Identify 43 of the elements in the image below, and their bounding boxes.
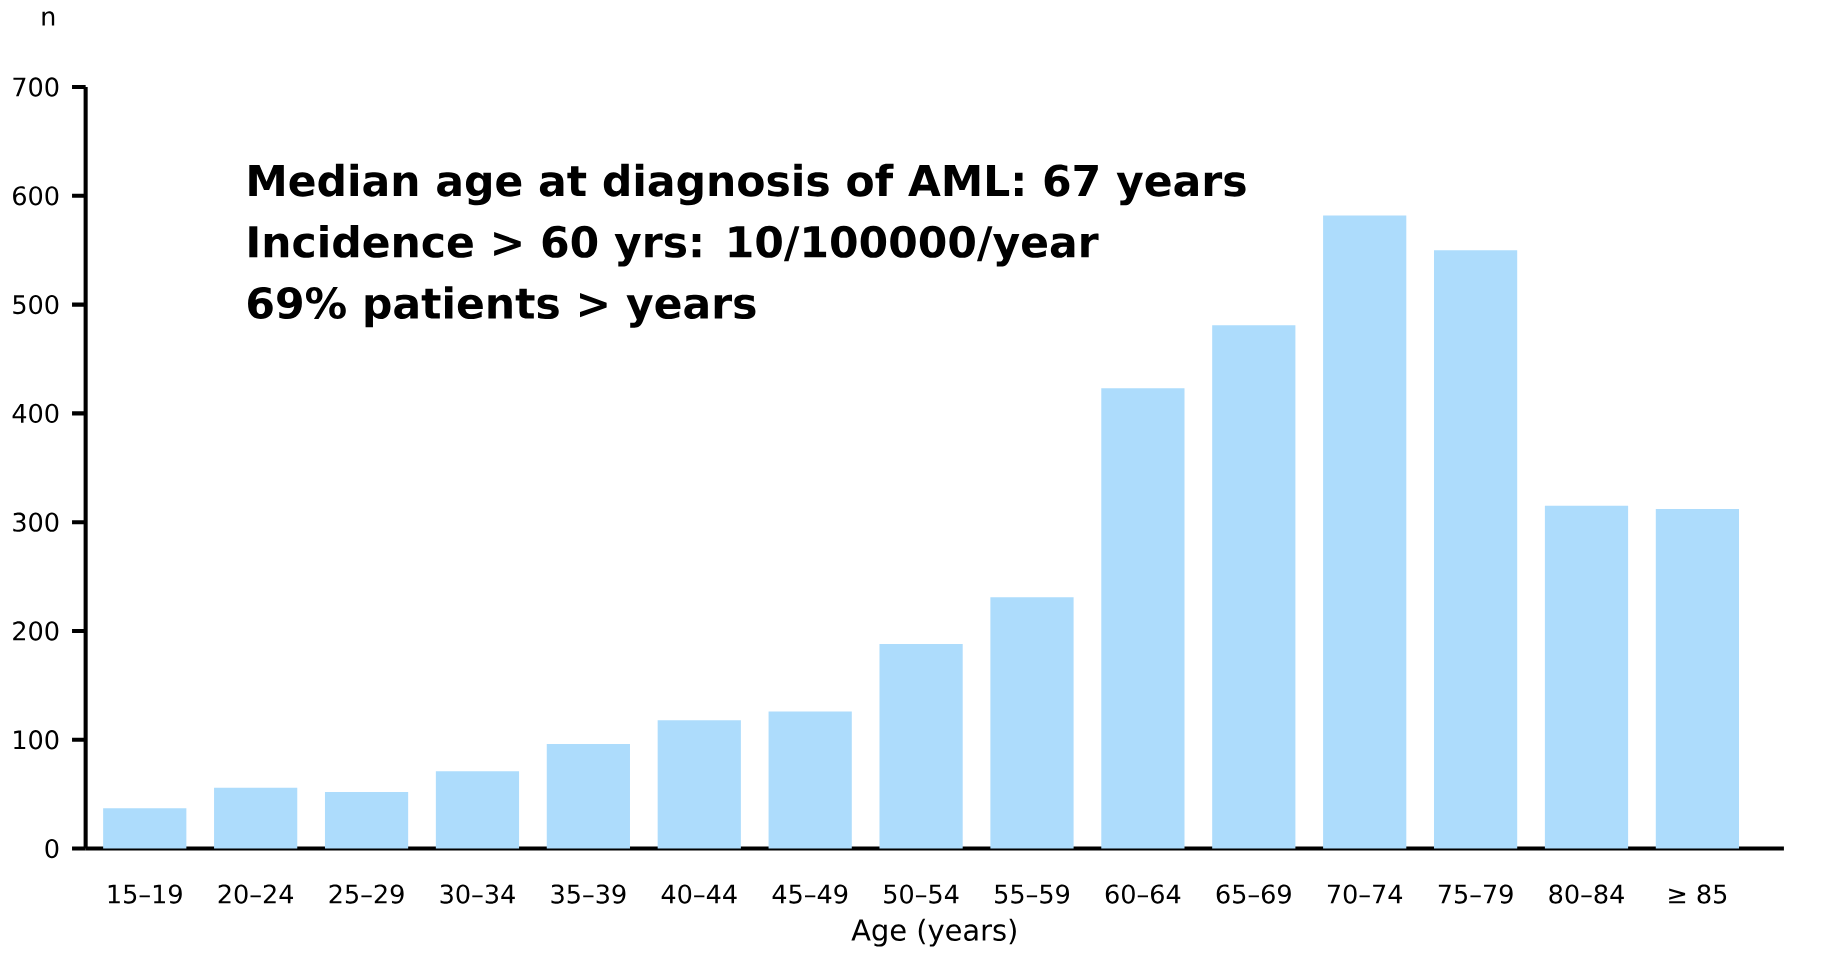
- y-tick-label: 400: [12, 403, 59, 424]
- y-tick-label: 700: [13, 77, 59, 97]
- x-tick-label: 75–79: [1438, 884, 1513, 904]
- y-tick-label: 100: [14, 730, 59, 750]
- bar: [657, 720, 741, 849]
- annotation: Incidence > 60 yrs: 10/100000/year: [249, 224, 1099, 267]
- bar: [879, 644, 963, 849]
- x-axis-title: Age (years): [851, 918, 1016, 947]
- x-tick-label: ≥ 85: [1669, 884, 1727, 904]
- x-tick-label: 25–29: [329, 884, 404, 904]
- bar: [1101, 388, 1185, 849]
- bar: [435, 771, 520, 849]
- bar: [103, 808, 187, 849]
- bar: [768, 711, 852, 849]
- x-tick-label: 20–24: [218, 884, 294, 904]
- x-tick-label: 60–64: [1105, 884, 1181, 904]
- x-tick-label: 65–69: [1216, 884, 1291, 904]
- y-tick-label: 0: [45, 838, 59, 859]
- annotation: 69% patients > years: [248, 286, 756, 328]
- x-tick-label: 40–44: [661, 884, 737, 904]
- y-tick-label: 600: [13, 186, 59, 206]
- bar: [990, 597, 1074, 849]
- y-tick-label: 500: [13, 294, 59, 315]
- annotation: Median age at diagnosis of AML: 67 years: [249, 163, 1246, 206]
- bar: [1544, 505, 1629, 849]
- y-axis-title: n: [42, 11, 55, 26]
- x-tick-label: 35–39: [551, 884, 626, 904]
- x-tick-label: 70–74: [1327, 884, 1403, 904]
- bar: [1212, 325, 1296, 849]
- x-tick-label: 55–59: [995, 884, 1070, 904]
- bar: [1323, 215, 1407, 849]
- bar: [546, 744, 630, 849]
- x-tick-label: 15–19: [108, 884, 182, 904]
- y-tick-label: 200: [13, 621, 59, 641]
- bar: [1655, 509, 1740, 849]
- x-tick-label: 80–84: [1549, 884, 1624, 904]
- x-tick-label: 50–54: [884, 884, 959, 904]
- x-tick-label: 45–49: [772, 884, 848, 904]
- y-tick-label: 300: [13, 512, 59, 532]
- x-tick-label: 30–34: [440, 884, 515, 904]
- bar: [214, 787, 298, 849]
- bar: [1433, 250, 1518, 849]
- bar: [324, 792, 409, 849]
